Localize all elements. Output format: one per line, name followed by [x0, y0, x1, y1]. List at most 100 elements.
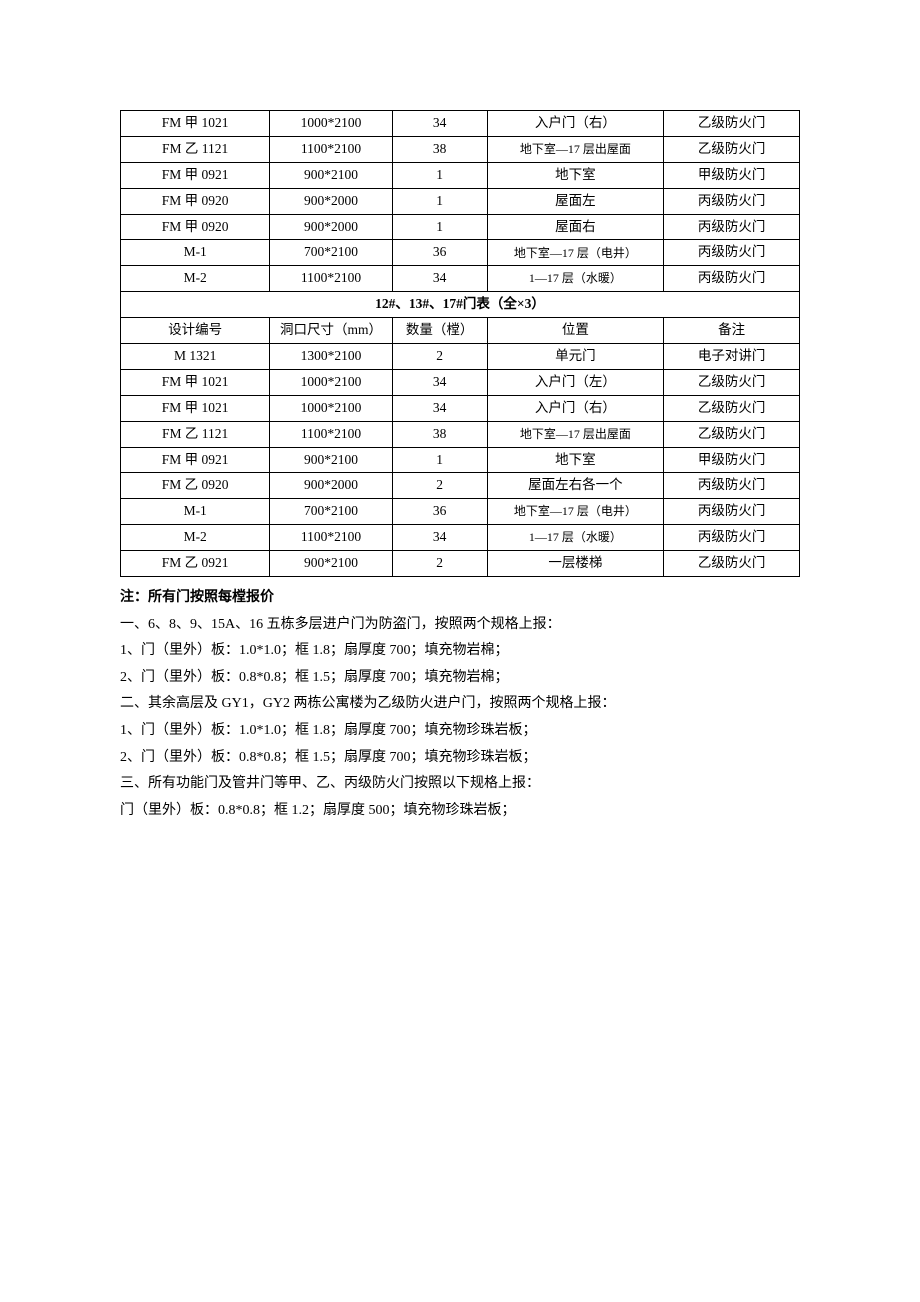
- table-cell: 1000*2100: [270, 111, 392, 137]
- table-cell: 地下室—17 层出屋面: [487, 421, 664, 447]
- table-row: FM 乙 0920900*20002屋面左右各一个丙级防火门: [121, 473, 800, 499]
- table-cell: 电子对讲门: [664, 344, 800, 370]
- table-cell: 1300*2100: [270, 344, 392, 370]
- table-cell: 入户门（左）: [487, 369, 664, 395]
- table-cell: 700*2100: [270, 499, 392, 525]
- note-line: 2、门（里外）板：0.8*0.8；框 1.5；扇厚度 700；填充物岩棉；: [120, 665, 800, 692]
- header-col-2: 洞口尺寸（mm）: [270, 318, 392, 344]
- table-cell: 1: [392, 214, 487, 240]
- table-cell: 乙级防火门: [664, 395, 800, 421]
- table-row: FM 乙 0921900*21002一层楼梯乙级防火门: [121, 551, 800, 577]
- table-cell: 1100*2100: [270, 525, 392, 551]
- note-line: 一、6、8、9、15A、16 五栋多层进户门为防盗门，按照两个规格上报：: [120, 612, 800, 639]
- table-row: FM 甲 10211000*210034入户门（右）乙级防火门: [121, 395, 800, 421]
- table1-body: FM 甲 10211000*210034入户门（右）乙级防火门FM 乙 1121…: [121, 111, 800, 292]
- door-table: FM 甲 10211000*210034入户门（右）乙级防火门FM 乙 1121…: [120, 110, 800, 577]
- section-header-row: 12#、13#、17#门表（全×3）: [121, 292, 800, 318]
- table-cell: 1: [392, 162, 487, 188]
- table-cell: 丙级防火门: [664, 266, 800, 292]
- table-cell: M 1321: [121, 344, 270, 370]
- header-col-5: 备注: [664, 318, 800, 344]
- table-row: FM 甲 0920900*20001屋面右丙级防火门: [121, 214, 800, 240]
- table-cell: 34: [392, 266, 487, 292]
- header-col-1: 设计编号: [121, 318, 270, 344]
- table-cell: FM 乙 0920: [121, 473, 270, 499]
- table-row: FM 甲 10211000*210034入户门（左）乙级防火门: [121, 369, 800, 395]
- table-cell: FM 甲 1021: [121, 395, 270, 421]
- table-cell: 1100*2100: [270, 136, 392, 162]
- table-row: FM 乙 11211100*210038地下室—17 层出屋面乙级防火门: [121, 421, 800, 447]
- table-row: FM 乙 11211100*210038地下室—17 层出屋面乙级防火门: [121, 136, 800, 162]
- table-cell: 900*2000: [270, 214, 392, 240]
- table-cell: 甲级防火门: [664, 447, 800, 473]
- table-row: M-21100*2100341—17 层（水暖）丙级防火门: [121, 266, 800, 292]
- table-cell: FM 乙 1121: [121, 136, 270, 162]
- table-cell: 38: [392, 421, 487, 447]
- table-cell: 34: [392, 395, 487, 421]
- table-cell: M-1: [121, 499, 270, 525]
- table-cell: FM 甲 1021: [121, 111, 270, 137]
- table-cell: 地下室: [487, 162, 664, 188]
- table-cell: FM 甲 1021: [121, 369, 270, 395]
- table-cell: FM 甲 0920: [121, 214, 270, 240]
- table-cell: 丙级防火门: [664, 473, 800, 499]
- table-cell: 入户门（右）: [487, 395, 664, 421]
- table-cell: 1100*2100: [270, 266, 392, 292]
- table-cell: 地下室—17 层（电井）: [487, 499, 664, 525]
- note-line: 门（里外）板：0.8*0.8；框 1.2；扇厚度 500；填充物珍珠岩板；: [120, 798, 800, 825]
- table-cell: FM 甲 0920: [121, 188, 270, 214]
- note-line: 1、门（里外）板：1.0*1.0；框 1.8；扇厚度 700；填充物岩棉；: [120, 638, 800, 665]
- note-line: 2、门（里外）板：0.8*0.8；框 1.5；扇厚度 700；填充物珍珠岩板；: [120, 745, 800, 772]
- table-cell: 地下室—17 层（电井）: [487, 240, 664, 266]
- table-cell: 乙级防火门: [664, 111, 800, 137]
- table-cell: M-2: [121, 266, 270, 292]
- table-cell: 900*2100: [270, 447, 392, 473]
- table-cell: 38: [392, 136, 487, 162]
- table-cell: 900*2100: [270, 162, 392, 188]
- note-line: 注：所有门按照每樘报价: [120, 585, 800, 612]
- table-row: FM 甲 0920900*20001屋面左丙级防火门: [121, 188, 800, 214]
- notes-section: 注：所有门按照每樘报价一、6、8、9、15A、16 五栋多层进户门为防盗门，按照…: [120, 585, 800, 824]
- header-col-4: 位置: [487, 318, 664, 344]
- table-cell: 2: [392, 344, 487, 370]
- table-cell: 34: [392, 525, 487, 551]
- table-cell: 丙级防火门: [664, 525, 800, 551]
- table-cell: 36: [392, 499, 487, 525]
- table-cell: 1000*2100: [270, 369, 392, 395]
- table-cell: 900*2000: [270, 188, 392, 214]
- table-row: M-1700*210036地下室—17 层（电井）丙级防火门: [121, 240, 800, 266]
- table-cell: 丙级防火门: [664, 240, 800, 266]
- table-cell: 900*2000: [270, 473, 392, 499]
- table-cell: 丙级防火门: [664, 499, 800, 525]
- table-cell: 1100*2100: [270, 421, 392, 447]
- table-cell: 乙级防火门: [664, 369, 800, 395]
- note-line: 三、所有功能门及管井门等甲、乙、丙级防火门按照以下规格上报：: [120, 771, 800, 798]
- table-row: FM 甲 0921900*21001地下室甲级防火门: [121, 162, 800, 188]
- table-cell: 地下室—17 层出屋面: [487, 136, 664, 162]
- table-row: M-21100*2100341—17 层（水暖）丙级防火门: [121, 525, 800, 551]
- table-cell: 入户门（右）: [487, 111, 664, 137]
- table-cell: 900*2100: [270, 551, 392, 577]
- table-cell: FM 乙 0921: [121, 551, 270, 577]
- table-row: M-1700*210036地下室—17 层（电井）丙级防火门: [121, 499, 800, 525]
- table-cell: M-1: [121, 240, 270, 266]
- table-cell: 一层楼梯: [487, 551, 664, 577]
- table-cell: 乙级防火门: [664, 421, 800, 447]
- table-cell: 1: [392, 447, 487, 473]
- note-line: 二、其余高层及 GY1，GY2 两栋公寓楼为乙级防火进户门，按照两个规格上报：: [120, 691, 800, 718]
- table-cell: 乙级防火门: [664, 136, 800, 162]
- table-cell: 700*2100: [270, 240, 392, 266]
- table2-header-row: 设计编号 洞口尺寸（mm） 数量（樘） 位置 备注: [121, 318, 800, 344]
- table-cell: M-2: [121, 525, 270, 551]
- note-line: 1、门（里外）板：1.0*1.0；框 1.8；扇厚度 700；填充物珍珠岩板；: [120, 718, 800, 745]
- table-cell: 1—17 层（水暖）: [487, 525, 664, 551]
- table-cell: 乙级防火门: [664, 551, 800, 577]
- table-cell: 丙级防火门: [664, 188, 800, 214]
- table-cell: 34: [392, 369, 487, 395]
- table-cell: 地下室: [487, 447, 664, 473]
- table-cell: 单元门: [487, 344, 664, 370]
- table-cell: 1—17 层（水暖）: [487, 266, 664, 292]
- table-cell: 36: [392, 240, 487, 266]
- table-cell: 屋面左右各一个: [487, 473, 664, 499]
- table-cell: 2: [392, 551, 487, 577]
